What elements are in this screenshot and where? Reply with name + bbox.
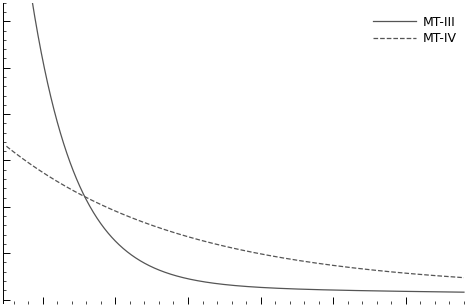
MT-IV [360,267,366,271]
MT-III [369,289,374,293]
MT-IV [4,144,9,148]
MT-IV [318,262,323,266]
MT-IV [205,240,211,244]
MT-III [189,278,194,281]
MT-III [360,289,366,293]
Line: MT-IV: MT-IV [7,146,464,278]
Line: MT-III: MT-III [7,0,464,292]
Legend: MT-III, MT-IV: MT-III, MT-IV [369,12,460,49]
MT-IV [50,177,56,181]
MT-III [318,288,323,292]
MT-III [461,290,467,294]
MT-III [205,281,211,284]
MT-IV [461,276,467,279]
MT-IV [189,236,194,239]
MT-IV [369,268,374,272]
MT-III [50,104,56,108]
